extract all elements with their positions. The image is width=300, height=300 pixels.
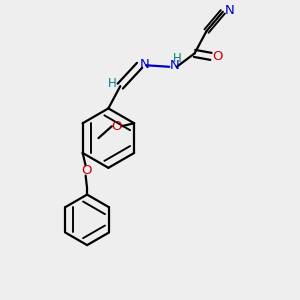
Text: O: O [81,164,92,177]
Text: H: H [173,52,182,65]
Text: N: N [224,4,234,16]
Text: N: N [170,59,179,72]
Text: N: N [140,58,150,71]
Text: H: H [108,77,116,90]
Text: O: O [212,50,223,63]
Text: O: O [111,120,122,133]
